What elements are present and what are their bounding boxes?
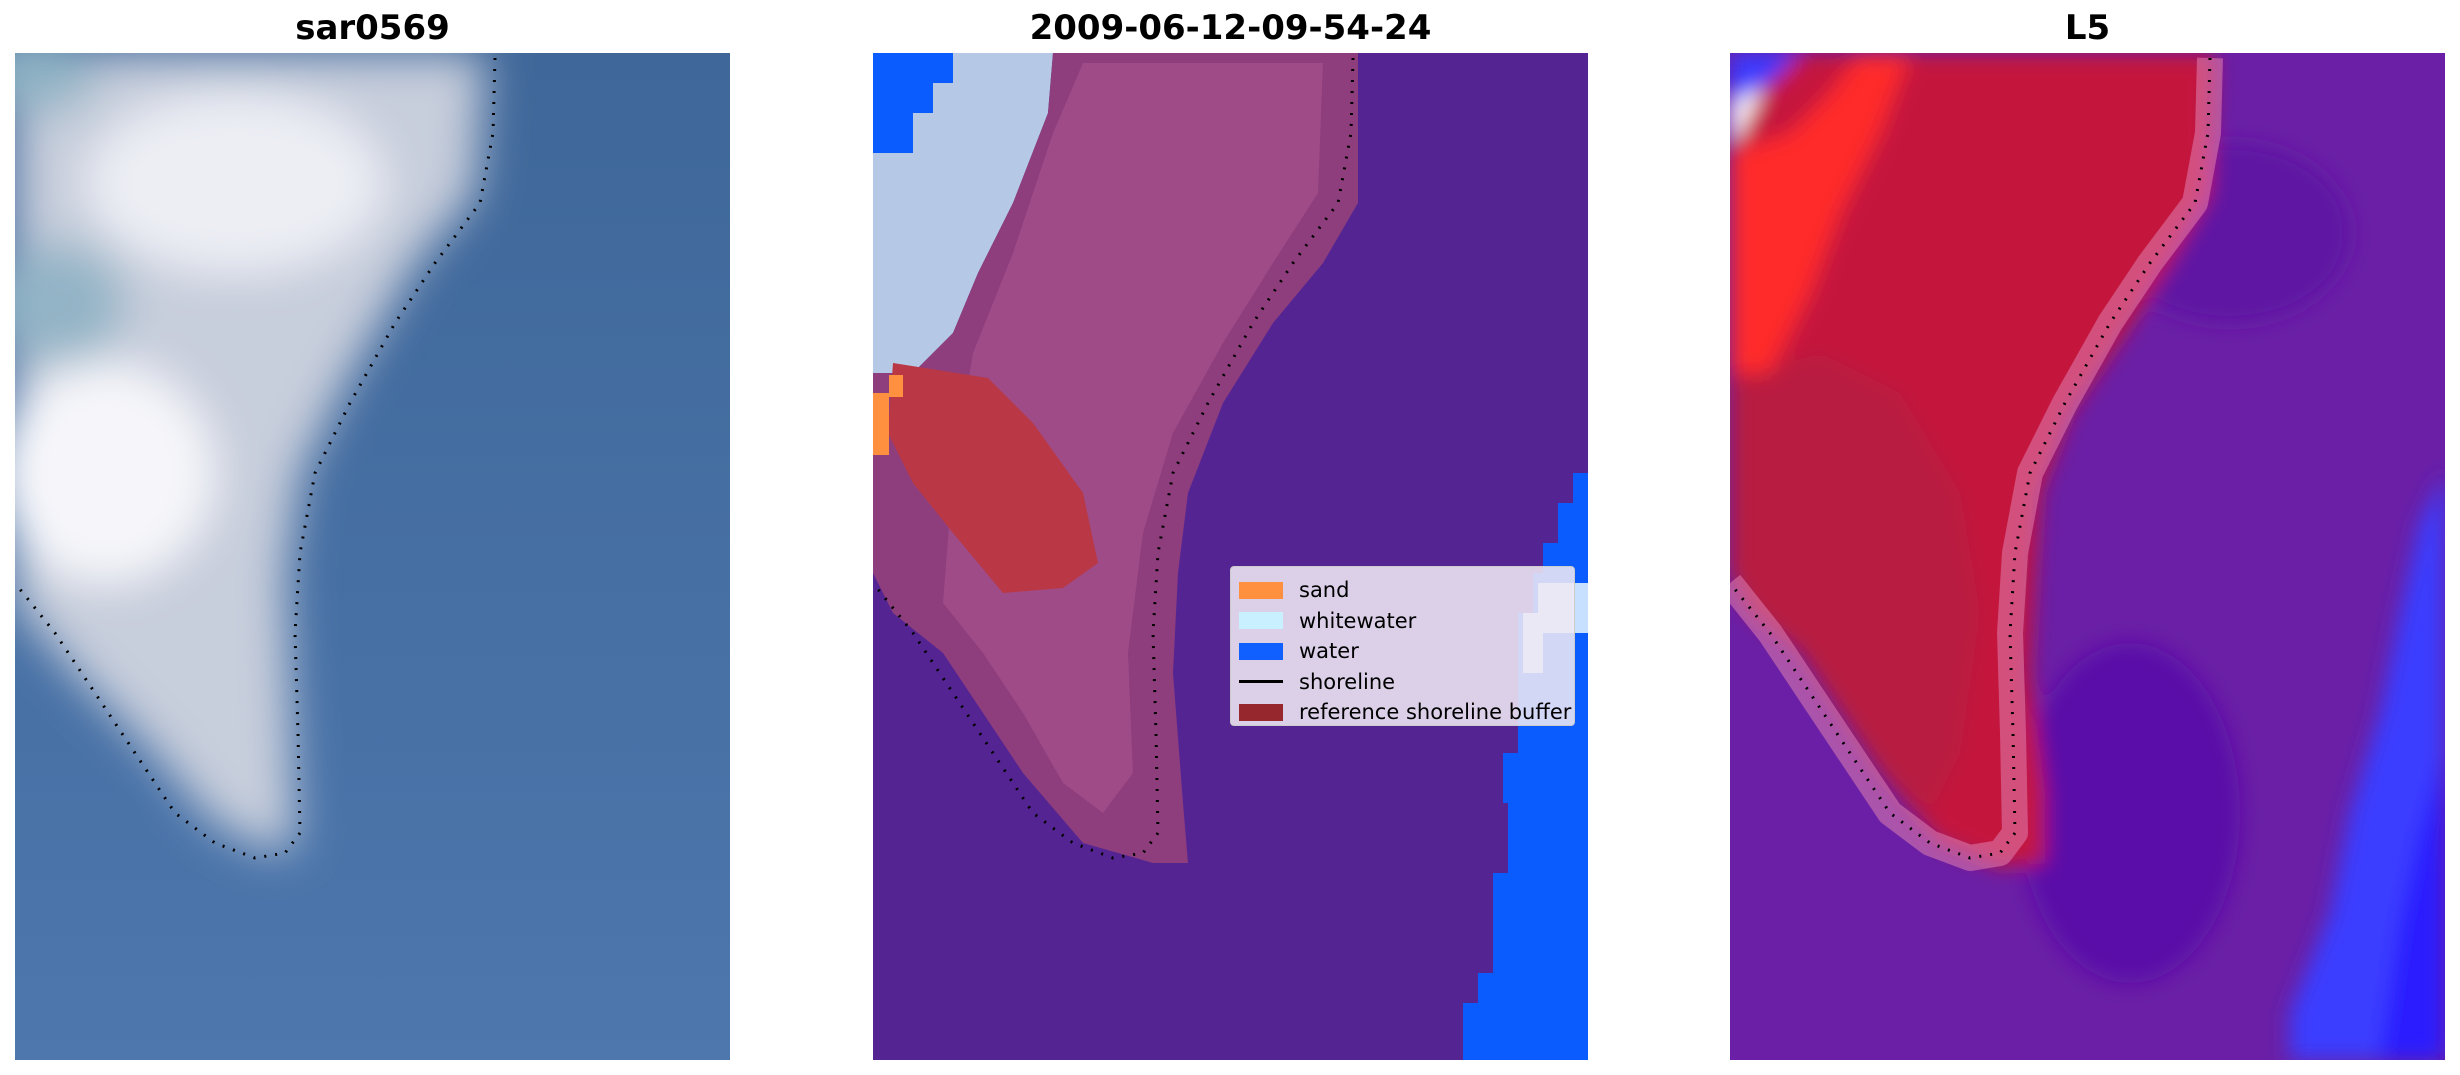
- index-land-lower-red: [1730, 353, 1980, 813]
- rgb-image-panel: [15, 53, 730, 1060]
- legend-swatch-reference-buffer: [1239, 703, 1283, 721]
- legend-item-sand: sand: [1239, 575, 1574, 606]
- legend-label-reference-buffer: reference shoreline buffer: [1299, 700, 1572, 725]
- index-blue-corner: [1730, 53, 1800, 103]
- panel-title-index: L5: [2064, 8, 2111, 48]
- legend-swatch-sand: [1239, 581, 1283, 599]
- rgb-bright-patch-upper: [85, 93, 385, 273]
- class-sand-left-2: [889, 375, 903, 397]
- legend-swatch-water: [1239, 642, 1283, 660]
- rgb-teal-corner: [15, 53, 95, 113]
- legend-label-whitewater: whitewater: [1299, 608, 1417, 633]
- rgb-teal-patch: [15, 243, 125, 363]
- legend-label-water: water: [1299, 639, 1359, 664]
- class-water-topleft: [873, 53, 953, 153]
- index-shoreline: [1730, 57, 2212, 860]
- classification-image: [873, 53, 1588, 1060]
- class-sand-left: [873, 393, 889, 455]
- class-whitewater-topleft: [873, 53, 1053, 373]
- index-panel: [1730, 53, 2445, 1060]
- panel-title-classification: 2009-06-12-09-54-24: [1029, 8, 1432, 48]
- legend-swatch-whitewater: [1239, 612, 1283, 630]
- class-sand-in-buffer: [888, 363, 1098, 593]
- legend-label-shoreline: shoreline: [1299, 669, 1396, 694]
- legend: sand whitewater water shoreline referenc…: [1230, 566, 1575, 726]
- rgb-image: [15, 53, 730, 1060]
- class-buffer-interior: [943, 63, 1323, 813]
- index-dark-patch: [2020, 643, 2240, 983]
- rgb-land-area: [15, 53, 485, 853]
- legend-item-whitewater: whitewater: [1239, 606, 1574, 637]
- rgb-shoreline: [15, 57, 497, 860]
- legend-item-reference-buffer: reference shoreline buffer: [1239, 697, 1574, 728]
- legend-item-water: water: [1239, 636, 1574, 667]
- legend-label-sand: sand: [1299, 578, 1350, 603]
- index-bright-red-top-left: [1730, 53, 1910, 373]
- class-shoreline: [873, 57, 1355, 860]
- legend-line-shoreline: [1239, 673, 1283, 690]
- panel-title-rgb: sar0569: [295, 8, 450, 48]
- classification-panel: [873, 53, 1588, 1060]
- legend-item-shoreline: shoreline: [1239, 667, 1574, 698]
- rgb-bright-patch-lower: [15, 363, 215, 583]
- index-image: [1730, 53, 2445, 1060]
- index-blue-right-inner: [2380, 753, 2445, 1060]
